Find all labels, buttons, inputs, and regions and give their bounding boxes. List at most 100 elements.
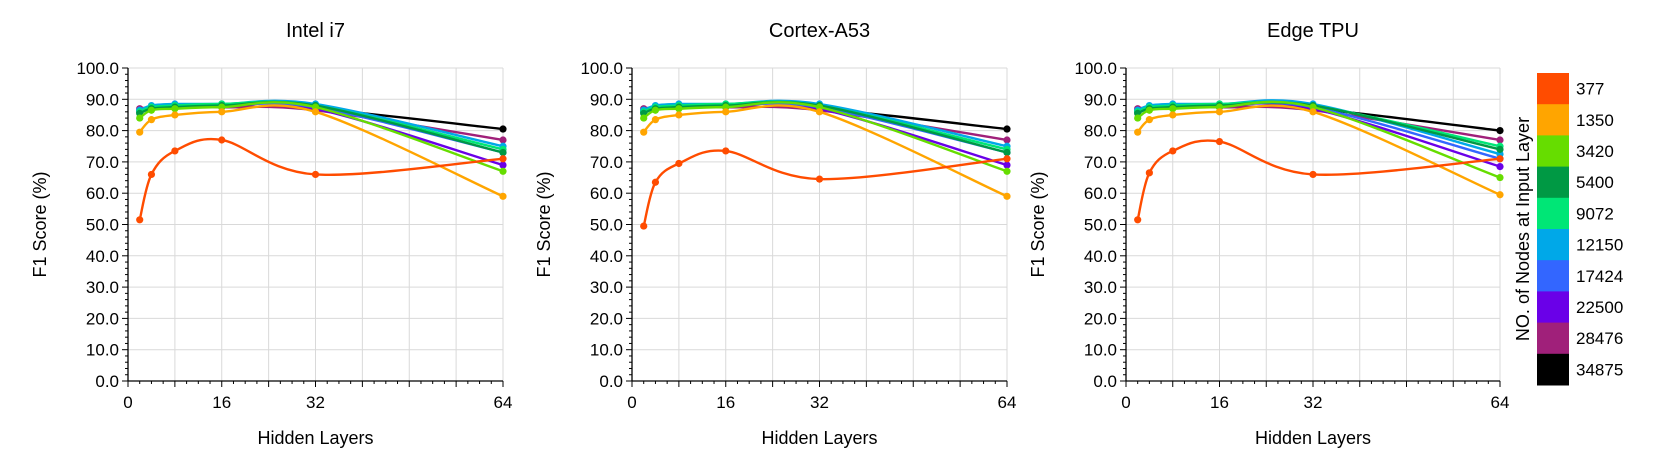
data-point-1350 <box>147 116 156 124</box>
data-point-377 <box>1145 169 1153 177</box>
y-axis-label: F1 Score (%) <box>1028 171 1048 277</box>
x-tick-label: 0 <box>627 393 636 412</box>
data-point-3420 <box>640 114 648 122</box>
data-point-1350 <box>1003 192 1011 200</box>
x-tick-label: 16 <box>716 393 735 412</box>
legend-label: 22500 <box>1576 298 1623 317</box>
y-tick-label: 40.0 <box>590 247 623 266</box>
chart-panel-1: Intel i7 0.0 10.0 20.0 30.0 40.0 50.0 60.0 70.0 8… <box>30 20 512 448</box>
y-tick-label: 60.0 <box>590 184 623 203</box>
series-line-1350 <box>1136 104 1501 196</box>
data-point-1350 <box>1134 128 1142 136</box>
y-tick-label: 30.0 <box>86 278 119 297</box>
data-point-3420 <box>651 106 660 114</box>
data-point-1350 <box>136 128 144 136</box>
legend-label: 377 <box>1576 80 1604 99</box>
chart-title: Edge TPU <box>1267 20 1359 42</box>
series-group <box>136 99 507 224</box>
chart-title: Intel i7 <box>286 20 345 42</box>
data-point-1350 <box>651 116 660 124</box>
series-line-377 <box>1136 139 1501 221</box>
y-tick-label: 10.0 <box>590 341 623 360</box>
data-point-1350 <box>815 108 824 116</box>
y-tick-label: 20.0 <box>1084 309 1117 328</box>
y-tick-label: 90.0 <box>590 90 623 109</box>
data-point-377 <box>136 216 144 224</box>
y-tick-label: 10.0 <box>86 341 119 360</box>
data-point-28476 <box>1003 136 1011 144</box>
x-axis-label: Hidden Layers <box>1255 428 1371 448</box>
y-tick-label: 60.0 <box>1084 184 1117 203</box>
data-point-377 <box>722 147 730 155</box>
y-tick-label: 0.0 <box>1093 372 1117 391</box>
y-axis-label: F1 Score (%) <box>534 171 554 277</box>
data-point-3420 <box>136 114 144 122</box>
data-point-22500 <box>1003 161 1011 169</box>
data-point-377 <box>1003 155 1011 163</box>
legend-title: NO. of Nodes at Input Layer <box>1513 117 1533 341</box>
y-tick-label: 50.0 <box>590 216 623 235</box>
gridlines <box>128 67 504 382</box>
y-tick-label: 90.0 <box>86 90 119 109</box>
legend-label: 28476 <box>1576 329 1623 348</box>
chart-panel-3: Edge TPU 0.0 10.0 20.0 30.0 40.0 50.0 60.0 70.0 8… <box>1028 20 1509 448</box>
data-point-5400 <box>499 148 507 157</box>
data-point-3420 <box>499 167 507 175</box>
data-point-377 <box>815 175 824 183</box>
legend-swatch-3420 <box>1537 135 1569 168</box>
y-tick-label: 100.0 <box>76 59 119 78</box>
data-point-1350 <box>218 108 226 116</box>
legend-label: 1350 <box>1576 111 1614 130</box>
y-tick-label: 60.0 <box>86 184 119 203</box>
y-tick-label: 0.0 <box>95 372 119 391</box>
data-point-377 <box>1309 170 1317 179</box>
data-point-1350 <box>1145 116 1153 124</box>
y-tick-label: 40.0 <box>1084 247 1117 266</box>
legend-swatch-1350 <box>1537 104 1569 136</box>
data-point-377 <box>640 222 648 230</box>
data-point-1350 <box>675 111 683 119</box>
y-tick-label: 80.0 <box>1084 122 1117 141</box>
data-point-1350 <box>1496 191 1504 199</box>
y-tick-label: 0.0 <box>599 372 623 391</box>
legend-swatch-12150 <box>1537 229 1569 261</box>
data-point-28476 <box>1496 136 1504 144</box>
legend-label: 3420 <box>1576 142 1614 161</box>
x-tick-label: 0 <box>123 393 132 412</box>
data-point-1350 <box>311 108 320 116</box>
series-group <box>1134 99 1504 224</box>
data-point-377 <box>171 147 179 155</box>
x-tick-label: 16 <box>1210 393 1229 412</box>
data-point-3420 <box>1496 173 1504 182</box>
data-point-377 <box>147 170 156 179</box>
data-point-377 <box>218 136 226 144</box>
y-tick-label: 20.0 <box>86 309 119 328</box>
y-tick-label: 70.0 <box>86 153 119 172</box>
data-point-1350 <box>1215 108 1224 116</box>
x-axis-label: Hidden Layers <box>257 428 373 448</box>
y-tick-label: 20.0 <box>590 309 623 328</box>
legend-swatch-9072 <box>1537 197 1569 230</box>
data-point-377 <box>1496 155 1504 163</box>
y-tick-label: 100.0 <box>580 59 623 78</box>
data-point-1350 <box>499 192 507 200</box>
legend-label: 5400 <box>1576 173 1614 192</box>
y-tick-label: 80.0 <box>590 122 623 141</box>
data-point-377 <box>499 155 507 163</box>
data-point-3420 <box>675 105 683 113</box>
data-point-377 <box>1169 147 1177 155</box>
y-tick-label: 50.0 <box>1084 216 1117 235</box>
data-point-5400 <box>1003 148 1011 157</box>
data-point-377 <box>1215 137 1224 146</box>
data-point-3420 <box>1145 106 1153 114</box>
legend-label: 34875 <box>1576 360 1623 379</box>
y-tick-label: 40.0 <box>86 247 119 266</box>
x-tick-label: 64 <box>494 393 513 412</box>
data-point-1350 <box>1169 111 1177 119</box>
data-point-22500 <box>499 161 507 169</box>
legend: 377 1350 3420 5400 9072 12150 17424 22500 28476 3… <box>1513 73 1623 386</box>
x-tick-label: 32 <box>810 393 829 412</box>
x-tick-label: 64 <box>998 393 1017 412</box>
series-group <box>640 99 1011 230</box>
legend-swatch-5400 <box>1537 166 1569 199</box>
